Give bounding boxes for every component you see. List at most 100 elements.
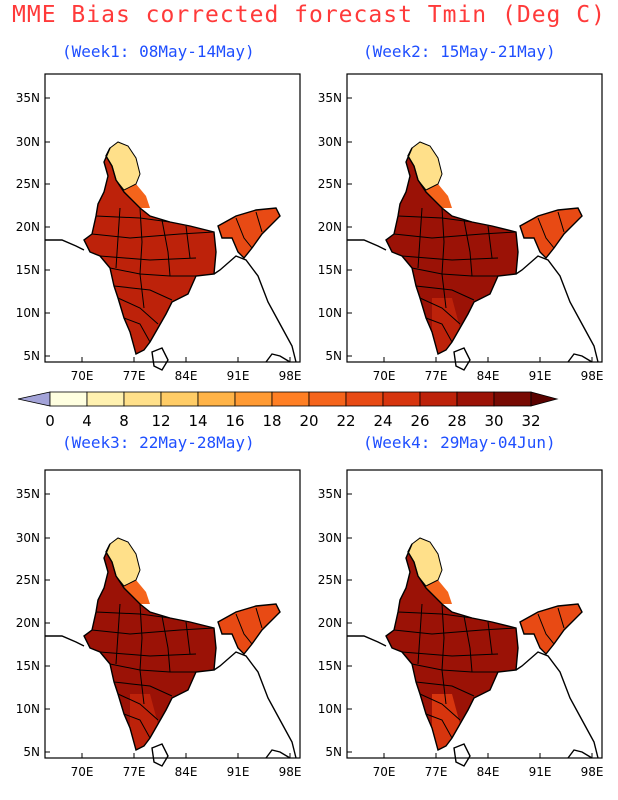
country-outline — [385, 543, 519, 752]
lat-tick-label: 15N — [318, 263, 342, 277]
colorbar: 0 4 8 12 14 16 18 20 22 24 26 28 30 32 — [17, 391, 559, 430]
map-fill-northeast — [218, 604, 280, 654]
colorbar-label: 4 — [82, 412, 92, 430]
lat-tick-label: 15N — [16, 659, 40, 673]
panel-title-week1: (Week1: 08May-14May) — [62, 42, 255, 61]
coastline-east — [515, 255, 599, 363]
sri-lanka-outline — [151, 743, 169, 767]
lat-tick-label: 10N — [318, 702, 342, 716]
map-fill-northeast — [520, 208, 582, 258]
lon-tick-label: 98E — [581, 369, 604, 383]
lat-tick-label: 25N — [318, 177, 342, 191]
map-fill-north — [106, 538, 140, 586]
state-boundaries — [91, 603, 263, 739]
lon-tick-label: 70E — [71, 765, 94, 779]
lat-tick-label: 15N — [16, 263, 40, 277]
coastline-west — [45, 635, 85, 647]
colorbar-label: 20 — [299, 412, 318, 430]
lon-tick-label: 98E — [279, 369, 302, 383]
lat-tick-label: 5N — [23, 349, 40, 363]
lon-tick-label: 77E — [123, 765, 146, 779]
lat-tick-label: 5N — [325, 745, 342, 759]
state-boundaries — [393, 603, 565, 739]
colorbar-segment — [234, 391, 273, 407]
lon-tick-label: 91E — [529, 765, 552, 779]
map-fill-northeast — [218, 208, 280, 258]
coastline-east — [213, 255, 297, 363]
lat-tick-label: 35N — [318, 91, 342, 105]
northeast-outline — [519, 603, 583, 656]
lon-tick-label: 98E — [279, 765, 302, 779]
map-panel-week1: 70E 77E 84E 91E 98E 35N 30N 25N 20N 15N 10N 5N — [16, 73, 302, 383]
lat-tick-label: 30N — [318, 135, 342, 149]
panel-title-week3: (Week3: 22May-28May) — [62, 433, 255, 452]
lon-tick-label: 91E — [529, 369, 552, 383]
lon-tick-label: 91E — [227, 765, 250, 779]
colorbar-label: 0 — [45, 412, 55, 430]
map-frame — [44, 469, 301, 759]
lat-tick-label: 35N — [16, 487, 40, 501]
lat-tick-label: 10N — [16, 702, 40, 716]
lat-tick-label: 30N — [16, 135, 40, 149]
colorbar-segment — [123, 391, 162, 407]
lat-tick-label: 35N — [318, 487, 342, 501]
colorbar-label: 16 — [225, 412, 244, 430]
colorbar-segment — [308, 391, 347, 407]
lat-tick-label: 5N — [23, 745, 40, 759]
coastline-east — [213, 651, 297, 759]
lat-tick-label: 25N — [16, 573, 40, 587]
map-fill-main — [386, 148, 518, 354]
lon-tick-label: 77E — [123, 369, 146, 383]
coastline-west — [347, 239, 387, 251]
colorbar-label: 18 — [262, 412, 281, 430]
map-fill-hill — [116, 576, 150, 604]
map-fill-north — [106, 142, 140, 190]
country-outline — [83, 543, 217, 752]
colorbar-arrow-high — [530, 391, 559, 407]
northeast-outline — [217, 603, 281, 656]
map-fill-hill — [418, 576, 452, 604]
lat-tick-label: 10N — [318, 306, 342, 320]
map-panel-week2: 70E 77E 84E 91E 98E 35N 30N 25N 20N 15N 10N 5N — [318, 73, 604, 383]
map-frame — [346, 73, 603, 363]
map-fill-hill — [116, 180, 150, 208]
colorbar-segment — [382, 391, 421, 407]
lon-tick-label: 70E — [373, 765, 396, 779]
colorbar-label: 24 — [373, 412, 392, 430]
map-fill-north — [408, 142, 442, 190]
map-fill-hill — [418, 180, 452, 208]
map-frame — [44, 73, 301, 363]
panel-title-week4: (Week4: 29May-04Jun) — [363, 433, 556, 452]
map-fill-main — [84, 148, 216, 354]
lat-tick-label: 25N — [16, 177, 40, 191]
lat-tick-label: 15N — [318, 659, 342, 673]
northeast-outline — [217, 207, 281, 260]
map-fill-north — [408, 538, 442, 586]
lat-tick-label: 30N — [16, 531, 40, 545]
sri-lanka-outline — [151, 347, 169, 371]
colorbar-arrow-low — [17, 391, 51, 407]
lat-tick-label: 5N — [325, 349, 342, 363]
lat-tick-label: 20N — [16, 616, 40, 630]
country-outline — [83, 147, 217, 356]
lat-tick-label: 20N — [318, 220, 342, 234]
map-panel-week4: 70E 77E 84E 91E 98E 35N 30N 25N 20N 15N 10N 5N — [318, 469, 603, 779]
colorbar-label: 22 — [336, 412, 355, 430]
northeast-outline — [519, 207, 583, 260]
lon-tick-label: 70E — [71, 369, 94, 383]
panel-title-week2: (Week2: 15May-21May) — [363, 42, 556, 61]
map-frame — [346, 469, 603, 759]
colorbar-segment — [493, 391, 532, 407]
colorbar-label: 32 — [521, 412, 540, 430]
colorbar-segment — [160, 391, 199, 407]
lon-tick-label: 84E — [175, 369, 198, 383]
lat-tick-label: 20N — [16, 220, 40, 234]
colorbar-label: 28 — [447, 412, 466, 430]
state-boundaries — [91, 207, 263, 343]
lat-tick-label: 10N — [16, 306, 40, 320]
lon-tick-label: 77E — [425, 765, 448, 779]
colorbar-segment — [86, 391, 125, 407]
lat-tick-label: 25N — [318, 573, 342, 587]
coastline-west — [347, 635, 387, 647]
state-boundaries — [393, 207, 565, 343]
